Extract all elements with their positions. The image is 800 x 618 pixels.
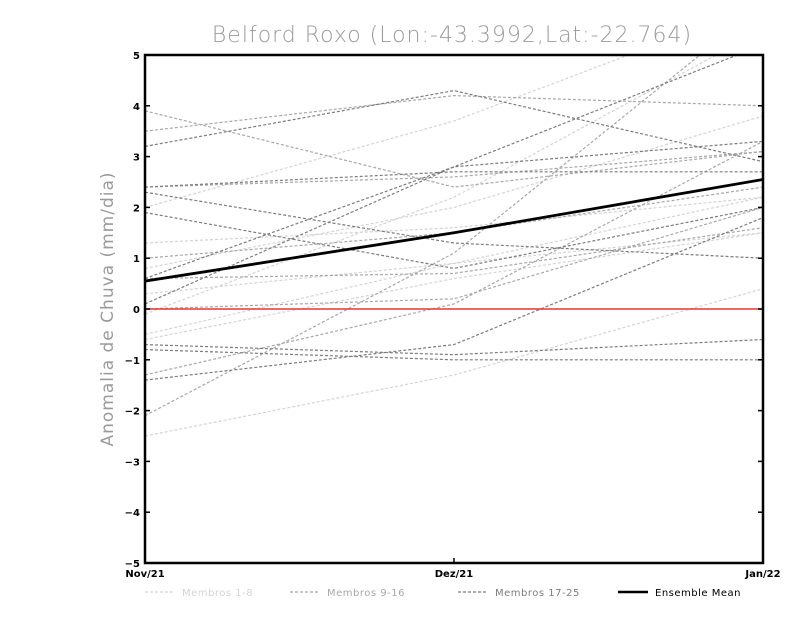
x-tick-label: Jan/22 xyxy=(744,569,780,580)
y-tick-label: 1 xyxy=(133,254,140,265)
y-tick-label: 3 xyxy=(133,153,140,164)
y-tick-label: 4 xyxy=(133,102,140,113)
member-line-membros-17-25-18 xyxy=(145,191,763,259)
member-line-membros-17-25-20 xyxy=(145,217,763,381)
series-group xyxy=(145,55,763,437)
y-tick-label: 0 xyxy=(133,305,140,316)
member-line-membros-9-16-14 xyxy=(145,94,763,132)
y-tick-label: −2 xyxy=(125,407,140,418)
member-line-membros-17-25-21 xyxy=(145,55,739,305)
y-axis-label: Anomalia de Chuva (mm/dia) xyxy=(98,171,118,446)
ensemble-mean-line xyxy=(145,178,763,283)
member-line-membros-9-16-9 xyxy=(145,110,763,188)
member-line-membros-1-8-1 xyxy=(145,288,763,437)
y-tick-label: 5 xyxy=(133,51,140,62)
member-line-membros-17-25-17 xyxy=(145,89,763,163)
legend-label-membros-1-8: Membros 1-8 xyxy=(182,588,253,599)
y-tick-label: −3 xyxy=(125,457,140,468)
plot-area xyxy=(145,55,763,437)
member-line-membros-1-8-7 xyxy=(145,232,763,341)
x-tick-label: Nov/21 xyxy=(125,569,164,580)
y-tick-label: −1 xyxy=(125,356,140,367)
member-line-membros-9-16-13 xyxy=(145,227,763,280)
member-line-membros-1-8-3 xyxy=(145,196,763,244)
member-line-membros-17-25-22 xyxy=(145,140,763,280)
member-line-membros-1-8-6 xyxy=(145,55,631,208)
y-tick-label: −4 xyxy=(125,508,140,519)
member-line-membros-1-8-4 xyxy=(145,115,763,269)
member-line-membros-9-16-15 xyxy=(145,206,763,310)
x-tick-label: Dez/21 xyxy=(435,569,474,580)
legend-label-ensemble-mean: Ensemble Mean xyxy=(655,588,741,599)
chart-title: Belford Roxo (Lon:-43.3992,Lat:-22.764) xyxy=(212,23,692,48)
y-tick-label: −5 xyxy=(125,559,140,570)
legend-label-membros-17-25: Membros 17-25 xyxy=(495,588,580,599)
member-line-membros-9-16-12 xyxy=(145,55,701,417)
member-line-membros-9-16-11 xyxy=(145,140,763,376)
y-tick-label: 2 xyxy=(133,203,140,214)
member-line-membros-9-16-16 xyxy=(145,150,763,188)
member-line-membros-17-25-23 xyxy=(145,349,763,361)
axes: −5 −4 −3 −2 −1 0 1 2 3 4 5 Nov/21 Dez/21 Jan/22 xyxy=(125,51,781,580)
member-line-membros-17-25-25 xyxy=(145,171,763,188)
member-line-membros-1-8-5 xyxy=(145,55,718,315)
member-line-membros-17-25-19 xyxy=(145,338,763,356)
legend-label-membros-9-16: Membros 9-16 xyxy=(327,588,405,599)
legend: Membros 1-8 Membros 9-16 Membros 17-25 Ense… xyxy=(145,588,741,599)
